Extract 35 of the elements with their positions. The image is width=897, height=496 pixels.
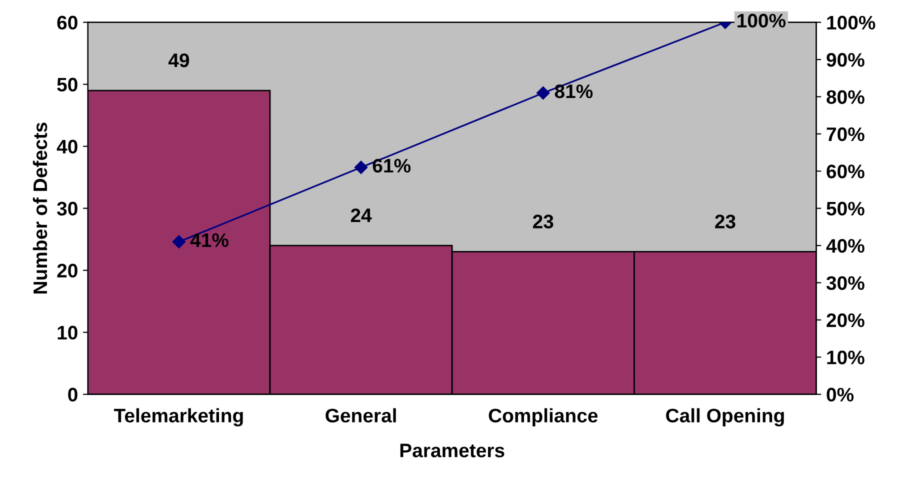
y2-tick-label: 100% (827, 16, 876, 30)
x-axis-title: Parameters (400, 444, 504, 458)
y-axis-title: Number of Defects (32, 122, 48, 294)
y-tick-label: 50 (57, 78, 78, 92)
point (172, 235, 186, 248)
y2-tick-label: 50% (826, 202, 864, 216)
x-tick-label: General (326, 408, 396, 422)
y-tick-label: 0 (68, 388, 78, 402)
x-tick-label: Call Opening (666, 408, 784, 426)
data-label: 49 (168, 53, 190, 68)
y-tick-label: 40 (56, 140, 78, 154)
data-label: 41% (190, 233, 228, 247)
y-tick-label: 10 (58, 326, 78, 340)
y2-tick-label: 10% (827, 350, 864, 364)
y2-tick-label: 70% (826, 127, 864, 142)
data-label: 81% (554, 84, 593, 98)
data-label: 23 (532, 214, 554, 228)
y-tick-label: 20 (57, 264, 78, 278)
y-tick-label: 60 (57, 16, 78, 30)
y-tick-label: 30 (57, 202, 78, 216)
y2-tick-label: 60% (826, 164, 864, 178)
data-label: 100% (738, 14, 786, 28)
y2-tick-label: 40% (826, 238, 864, 253)
y2-tick-label: 90% (826, 52, 864, 67)
y2-tick-label: 80% (826, 90, 864, 104)
data-label: 24 (350, 208, 372, 222)
x-tick-label: Compliance (488, 408, 598, 426)
y2-tick-label: 20% (826, 313, 864, 328)
point (536, 86, 550, 100)
data-label: 23 (715, 214, 736, 228)
point (354, 160, 368, 174)
y2-tick-label: 30% (826, 276, 864, 290)
y2-tick-label: 0% (826, 388, 854, 402)
x-tick-label: Telemarketing (114, 408, 243, 426)
data-label: 61% (372, 158, 411, 173)
